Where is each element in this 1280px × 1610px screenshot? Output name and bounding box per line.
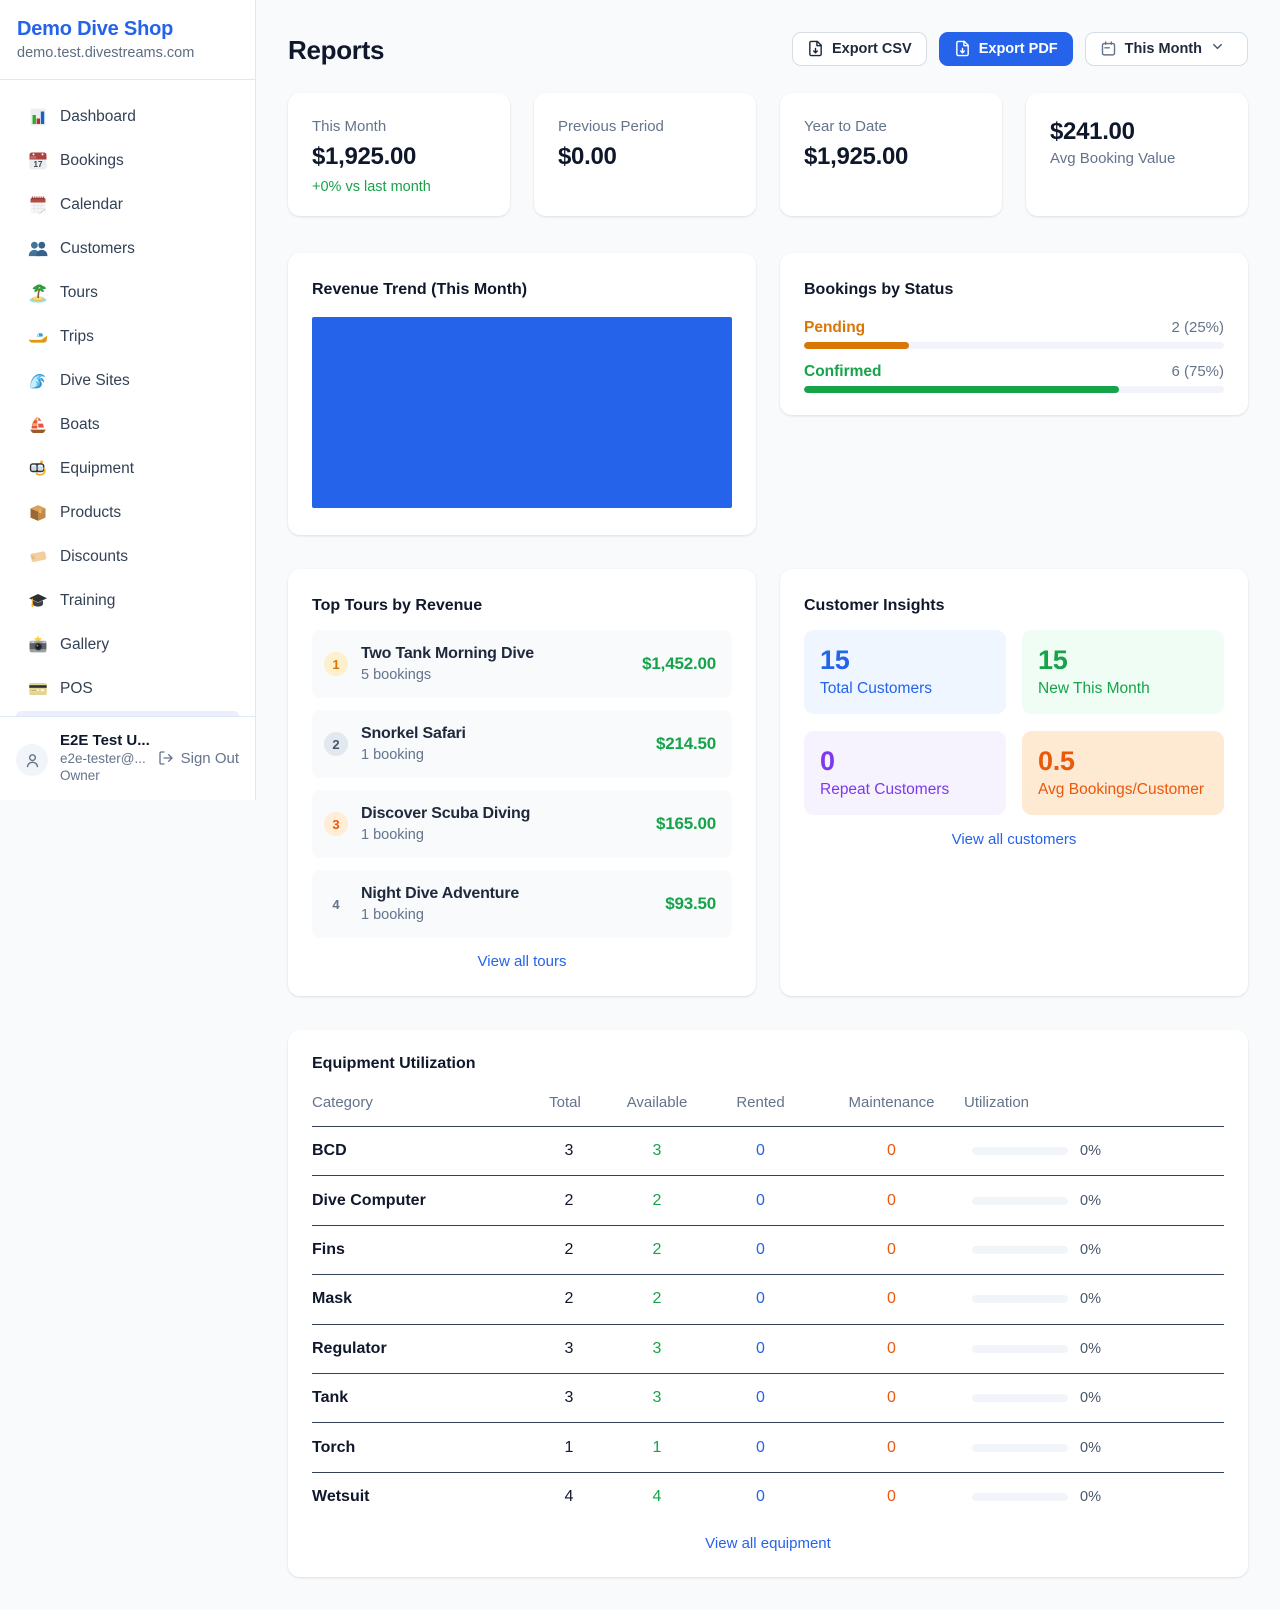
svg-text:17: 17 — [34, 160, 43, 169]
